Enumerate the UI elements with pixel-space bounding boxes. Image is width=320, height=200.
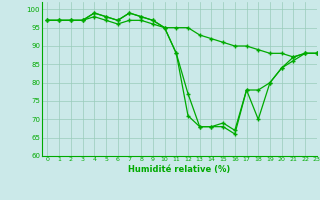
- X-axis label: Humidité relative (%): Humidité relative (%): [128, 165, 230, 174]
